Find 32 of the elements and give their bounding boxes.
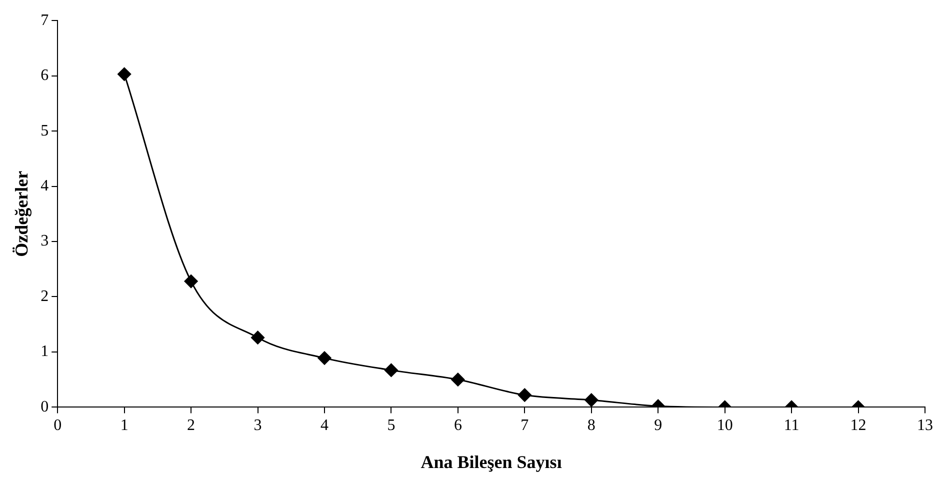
x-axis-title: Ana Bileşen Sayısı [420, 452, 562, 472]
x-tick-label: 5 [387, 417, 396, 434]
point [184, 274, 198, 288]
point [384, 363, 398, 377]
y-tick-label: 2 [40, 288, 49, 305]
y-tick-label: 5 [40, 122, 49, 140]
x-tick-label: 1 [120, 417, 128, 434]
x-tick-label: 12 [850, 417, 866, 434]
y-tick-label: 1 [40, 343, 49, 360]
point [318, 351, 332, 365]
point [451, 372, 465, 386]
y-tick-label: 6 [40, 67, 49, 84]
x-tick-label: 10 [716, 417, 733, 434]
y-axis-title: Özdeğerler [11, 170, 32, 257]
point [518, 388, 532, 402]
x-tick-label: 4 [320, 417, 328, 434]
x-tick-label: 8 [587, 417, 596, 434]
x-tick-label: 3 [254, 417, 262, 434]
x-tick-label: 7 [520, 417, 529, 434]
y-tick-label: 4 [40, 177, 49, 194]
x-tick-label: 6 [454, 417, 462, 434]
point [118, 67, 132, 81]
y-tick-label: 0 [40, 398, 49, 416]
x-tick-label: 11 [784, 417, 800, 434]
x-tick-label: 13 [917, 417, 933, 434]
point [584, 393, 598, 407]
x-tick-label: 9 [654, 417, 662, 434]
point [251, 330, 265, 344]
y-tick-label: 7 [40, 12, 49, 29]
x-tick-label: 0 [54, 417, 62, 434]
x-tick-label: 2 [187, 417, 196, 434]
y-tick-label: 3 [40, 232, 49, 250]
